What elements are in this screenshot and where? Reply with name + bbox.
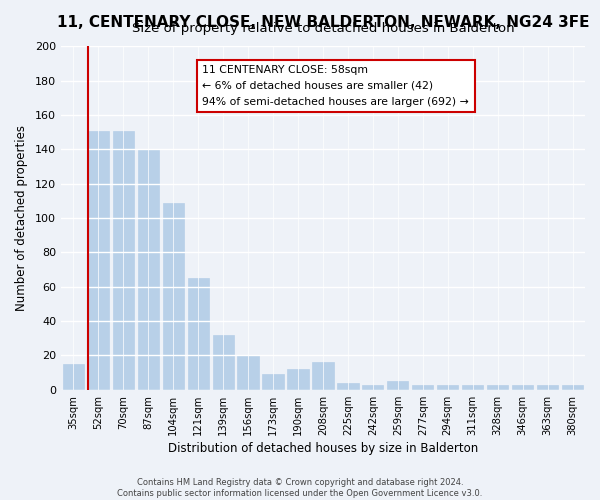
Bar (412, 384, 433, 390)
Bar (562, 384, 583, 390)
Bar (212, 335, 234, 390)
Bar (387, 381, 409, 390)
Text: 11 CENTENARY CLOSE: 58sqm
← 6% of detached houses are smaller (42)
94% of semi-d: 11 CENTENARY CLOSE: 58sqm ← 6% of detach… (202, 66, 469, 106)
Bar (313, 362, 334, 390)
Bar (537, 384, 558, 390)
Bar (262, 374, 284, 390)
Bar (487, 384, 508, 390)
Bar (437, 384, 458, 390)
Bar (137, 150, 159, 390)
Bar (63, 364, 84, 390)
Bar (337, 383, 359, 390)
Bar (287, 369, 308, 390)
Bar (188, 278, 209, 390)
Bar (462, 384, 484, 390)
Y-axis label: Number of detached properties: Number of detached properties (15, 125, 28, 311)
Text: Contains HM Land Registry data © Crown copyright and database right 2024.
Contai: Contains HM Land Registry data © Crown c… (118, 478, 482, 498)
Bar (163, 202, 184, 390)
X-axis label: Distribution of detached houses by size in Balderton: Distribution of detached houses by size … (168, 442, 478, 455)
Bar (113, 130, 134, 390)
Text: Size of property relative to detached houses in Balderton: Size of property relative to detached ho… (131, 22, 514, 36)
Bar (88, 130, 109, 390)
Bar (238, 356, 259, 390)
Title: 11, CENTENARY CLOSE, NEW BALDERTON, NEWARK, NG24 3FE: 11, CENTENARY CLOSE, NEW BALDERTON, NEWA… (57, 15, 589, 30)
Bar (362, 384, 383, 390)
Bar (512, 384, 533, 390)
